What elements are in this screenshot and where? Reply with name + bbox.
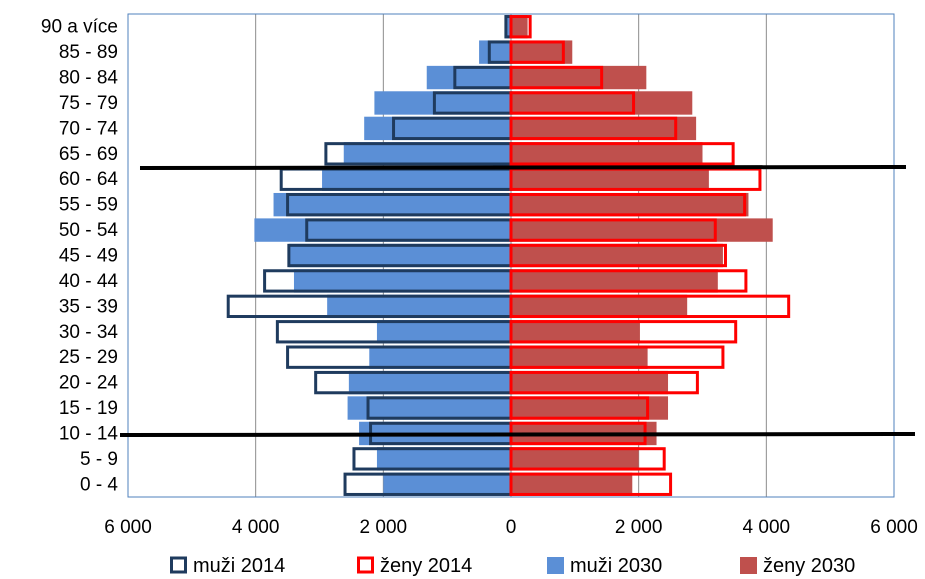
bar-zeny-2014-18 [509,15,532,39]
bar-zeny-2030-11 [511,192,749,217]
category-label-1: 5 - 9 [80,449,118,470]
bar-zeny-2030-13 [511,142,703,166]
category-label-16: 80 - 84 [59,68,119,89]
legend-label-1: ženy 2014 [380,555,472,577]
category-label-7: 35 - 39 [59,296,118,317]
legend-swatch-3 [740,557,757,574]
category-label-0: 0 - 4 [80,474,118,495]
bars-2030 [254,15,773,496]
category-label-6: 30 - 34 [59,322,119,343]
bar-zeny-2014-10 [509,218,717,242]
annotation-lines [119,165,916,437]
x-axis-labels: 6 000 4 000 2 000 0 2 000 4 000 6 000 [104,517,918,538]
bar-zeny-2014-7 [509,294,791,319]
bar-muzi-2030-6 [376,320,511,344]
bar-muzi-2030-14 [364,116,511,141]
legend: muži 2014 ženy 2014 muži 2030 ženy 2030 [170,555,855,577]
bar-muzi-2030-3 [347,396,511,420]
bar-zeny-2030-5 [511,345,648,369]
x-tick-label-2: 2 000 [360,517,408,538]
bar-zeny-2014-14 [509,116,678,141]
bar-zeny-2030-15 [511,91,693,115]
bar-muzi-2030-18 [504,15,511,39]
bar-zeny-2030-4 [511,370,669,395]
category-label-4: 20 - 24 [59,373,119,394]
x-tick-label-3: 0 [506,517,517,538]
category-label-12: 60 - 64 [59,169,119,190]
bar-zeny-2014-9 [509,243,727,268]
bar-zeny-2030-18 [511,15,528,39]
legend-swatch-0 [170,556,187,574]
bar-muzi-2030-12 [322,167,511,191]
category-label-9: 45 - 49 [59,246,118,267]
bar-muzi-2030-17 [479,40,511,64]
bar-muzi-2030-4 [348,370,511,395]
category-label-14: 70 - 74 [59,118,119,139]
bar-muzi-2030-16 [426,65,511,90]
bar-zeny-2030-14 [511,116,697,141]
category-label-5: 25 - 29 [59,347,118,368]
bar-zeny-2014-8 [509,269,748,293]
bar-muzi-2030-10 [254,218,511,242]
x-tick-label-5: 4 000 [743,517,791,538]
x-tick-label-6: 6 000 [870,517,918,538]
category-label-11: 55 - 59 [59,195,118,216]
category-label-8: 40 - 44 [59,271,119,292]
bar-zeny-2014-11 [509,192,747,217]
category-label-10: 50 - 54 [59,220,119,241]
bar-zeny-2014-16 [509,65,604,90]
bar-zeny-2030-17 [511,40,573,64]
category-label-2: 10 - 14 [59,423,119,444]
bar-muzi-2030-0 [383,472,511,496]
bar-zeny-2030-8 [511,269,718,293]
bar-muzi-2030-9 [288,243,511,268]
bar-zeny-2014-17 [509,40,565,64]
bar-muzi-2030-7 [327,294,511,319]
bar-muzi-2030-1 [376,447,511,471]
bar-zeny-2030-12 [511,167,709,191]
bar-zeny-2014-3 [509,396,650,420]
category-label-17: 85 - 89 [59,42,118,63]
bar-muzi-2030-15 [374,91,511,115]
bar-zeny-2030-6 [511,320,640,344]
annotation-line-0 [139,165,907,170]
bar-muzi-2030-11 [273,192,511,217]
bar-zeny-2014-0 [509,472,673,496]
annotation-line-1 [119,432,916,437]
bar-zeny-2014-15 [509,91,636,115]
legend-swatch-2 [547,557,564,574]
bar-zeny-2030-3 [511,396,669,420]
legend-label-3: ženy 2030 [763,555,855,577]
legend-label-2: muži 2030 [570,555,662,577]
legend-label-0: muži 2014 [193,555,285,577]
category-label-3: 15 - 19 [59,398,118,419]
legend-swatch-1 [357,556,374,574]
bar-zeny-2014-6 [509,320,738,344]
x-tick-label-0: 6 000 [104,517,152,538]
bar-zeny-2014-1 [509,447,666,471]
category-label-15: 75 - 79 [59,93,118,114]
bar-muzi-2030-5 [369,345,511,369]
bar-zeny-2030-16 [511,65,647,90]
category-label-13: 65 - 69 [59,144,118,165]
bar-zeny-2014-13 [509,142,735,166]
bar-muzi-2030-13 [343,142,511,166]
bar-muzi-2030-8 [293,269,511,293]
bar-zeny-2030-7 [511,294,688,319]
bar-zeny-2014-4 [509,370,699,395]
bar-zeny-2030-10 [511,218,773,242]
x-tick-label-4: 2 000 [615,517,663,538]
bar-zeny-2030-1 [511,447,639,471]
plot-area-border [127,13,895,498]
bar-zeny-2030-0 [511,472,633,496]
x-tick-label-1: 4 000 [232,517,280,538]
bar-zeny-2014-5 [509,345,725,369]
y-axis-labels: 0 - 4 5 - 9 10 - 14 15 - 19 20 - 24 25 - 29 30… [41,17,119,496]
category-label-18: 90 a více [41,17,118,38]
bars-2014 [226,15,791,496]
bar-zeny-2030-9 [511,243,723,268]
